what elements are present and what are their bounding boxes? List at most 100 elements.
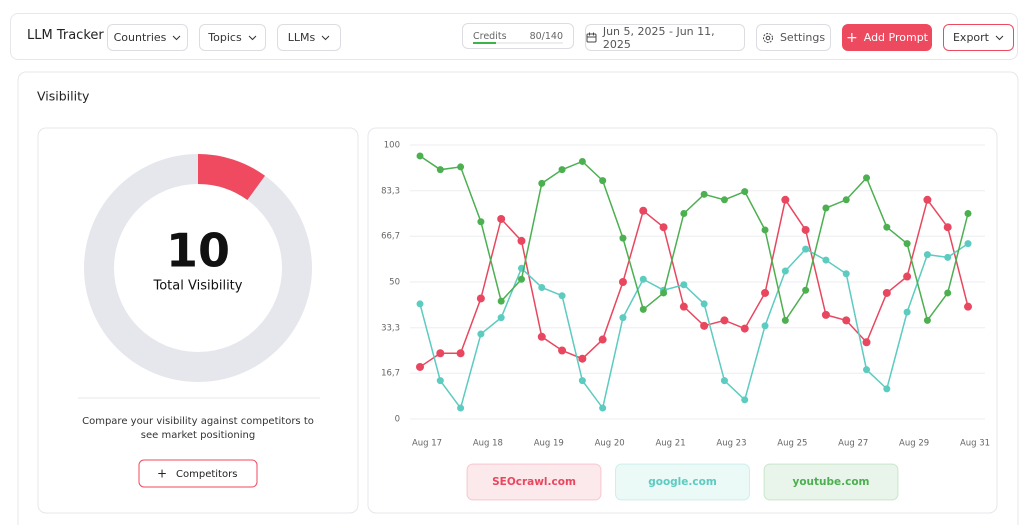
credits: Credits 80/140 — [462, 23, 574, 49]
data-point — [781, 316, 789, 324]
chevron — [995, 35, 1004, 40]
data-point — [497, 314, 505, 322]
data-point — [476, 294, 485, 303]
data-point — [558, 346, 567, 355]
data-point — [944, 253, 952, 261]
data-point — [598, 335, 607, 344]
data-point — [679, 302, 688, 311]
data-point — [599, 404, 607, 412]
data-point — [497, 214, 506, 223]
data-point — [660, 289, 668, 297]
x-tick-label: Aug 21 — [655, 439, 685, 449]
x-tick-label: Aug 20 — [595, 439, 625, 449]
data-point — [761, 288, 770, 297]
x-tick-label: Aug 18 — [473, 439, 503, 449]
legend-label: SEOcrawl.com — [492, 476, 576, 488]
data-point — [477, 218, 485, 226]
filter-label: LLMs — [287, 31, 316, 44]
progress-track — [473, 42, 563, 44]
data-point — [618, 278, 627, 286]
legend-label: google.com — [648, 476, 717, 488]
credits-value: 80/140 — [529, 30, 563, 42]
settings-button[interactable]: Settings — [756, 24, 831, 51]
data-point — [680, 281, 688, 289]
data-point — [456, 349, 465, 358]
data-point — [822, 256, 830, 264]
chevron — [173, 35, 181, 40]
data-point — [700, 190, 708, 198]
section-title: Visibility — [37, 89, 90, 104]
chevron — [321, 35, 330, 40]
plus-icon: + — [157, 467, 167, 481]
credits-label: Credits — [473, 30, 507, 42]
x-tick-label: Aug 29 — [899, 439, 929, 449]
data-point — [578, 157, 586, 165]
series-line — [419, 155, 969, 323]
line-chart: 0 16,7 33,3 50 66,7 83,3 100 Aug 17 Aug 18 Aug 19… — [381, 141, 990, 501]
progress-fill — [473, 42, 497, 44]
data-point — [883, 223, 891, 231]
data-point — [700, 321, 709, 330]
export-button[interactable]: Export — [943, 24, 1014, 51]
data-point — [497, 297, 505, 305]
data-point — [578, 354, 587, 363]
data-point — [761, 322, 769, 330]
data-point — [863, 366, 871, 374]
legend-item[interactable]: youtube.com — [763, 463, 899, 501]
filter[interactable]: Topics — [199, 24, 266, 51]
data-point — [964, 240, 972, 248]
data-point — [842, 316, 851, 325]
date-picker[interactable]: Jun 5, 2025 - Jun 11, 2025 — [585, 24, 745, 51]
data-point — [964, 210, 972, 217]
series-line — [419, 243, 969, 410]
x-tick-label: Aug 19 — [534, 439, 564, 449]
filter[interactable]: Countries — [107, 24, 188, 51]
export-label: Export — [952, 31, 989, 44]
data-point — [599, 177, 607, 185]
y-tick-label: 50 — [389, 278, 400, 288]
data-point — [558, 292, 566, 300]
data-point — [943, 223, 952, 232]
data-point — [822, 204, 830, 212]
data-point — [842, 270, 850, 278]
competitors-button[interactable]: + Competitors — [138, 459, 258, 488]
data-point — [964, 302, 972, 311]
data-point — [923, 195, 932, 204]
button-frame — [138, 459, 258, 488]
y-tick-label: 0 — [395, 415, 400, 425]
data-point — [578, 377, 586, 385]
data-point — [882, 288, 891, 297]
data-point — [680, 210, 688, 217]
data-point — [639, 206, 648, 215]
data-point — [639, 275, 647, 283]
data-point — [538, 179, 546, 187]
data-point — [436, 166, 444, 174]
data-point — [923, 316, 931, 324]
y-tick-label: 100 — [384, 141, 400, 151]
data-point — [700, 300, 708, 308]
data-point — [903, 308, 911, 316]
data-point — [720, 196, 728, 204]
legend-item[interactable]: google.com — [615, 463, 750, 501]
filter[interactable]: LLMs — [277, 24, 341, 51]
data-point — [457, 163, 465, 171]
donut-panel — [37, 127, 359, 514]
data-point — [903, 240, 911, 248]
data-point — [802, 286, 810, 294]
gear-icon — [762, 32, 773, 43]
data-point — [416, 152, 424, 160]
data-point — [741, 188, 749, 196]
add-prompt-button[interactable]: + Add Prompt — [842, 24, 932, 51]
legend-item[interactable]: SEOcrawl.com — [466, 463, 602, 501]
calendar-icon — [586, 32, 597, 43]
data-point — [903, 272, 912, 281]
data-point — [416, 300, 424, 308]
donut-label: Total Visibility — [153, 279, 243, 294]
y-tick-label: 66,7 — [381, 232, 400, 242]
description: Compare your visibility against competit… — [82, 416, 314, 441]
data-point — [720, 377, 728, 385]
x-tick-label: Aug 27 — [838, 439, 868, 449]
data-point — [538, 283, 546, 291]
